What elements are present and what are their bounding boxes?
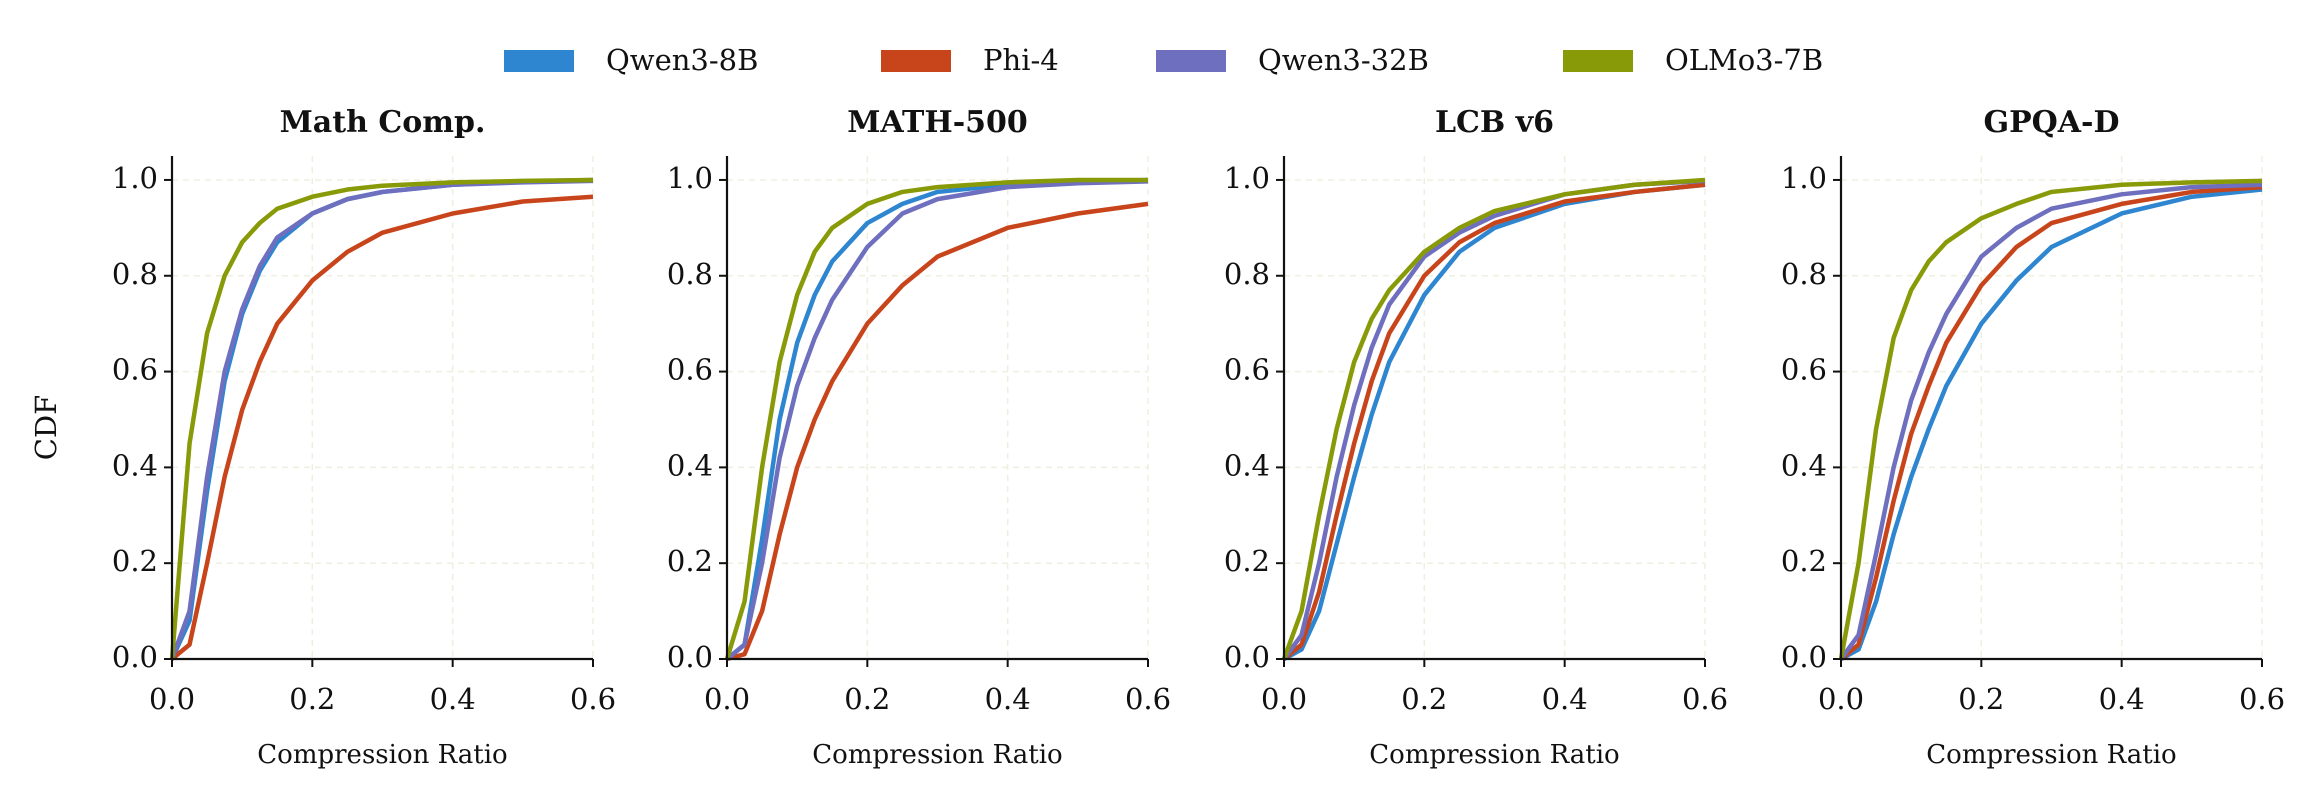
- x-axis-label: Compression Ratio: [812, 740, 1062, 770]
- x-axis-label: Compression Ratio: [1369, 740, 1619, 770]
- x-tick-label: 0.4: [430, 682, 476, 716]
- x-tick-label: 0.6: [1682, 682, 1728, 716]
- y-tick-label: 0.6: [1781, 353, 1827, 387]
- legend-swatch: [504, 50, 574, 72]
- y-tick-label: 0.2: [1781, 544, 1827, 578]
- cdf-line: [1839, 182, 2263, 661]
- y-tick-label: 0.0: [667, 640, 713, 674]
- y-tick-label: 0.0: [112, 640, 158, 674]
- cdf-line: [170, 194, 594, 661]
- cdf-line: [1281, 177, 1706, 660]
- x-tick-label: 0.4: [1542, 682, 1588, 716]
- legend-swatch: [881, 50, 951, 72]
- x-tick-label: 0.0: [1818, 682, 1864, 716]
- y-tick-label: 0.6: [1224, 353, 1270, 387]
- cdf-line: [726, 201, 1149, 662]
- y-tick-label: 0.2: [1224, 544, 1270, 578]
- y-tick-label: 0.4: [1224, 448, 1270, 482]
- chart-title: MATH-500: [847, 105, 1028, 140]
- x-tick-label: 0.2: [844, 682, 890, 716]
- legend-swatch: [1563, 50, 1633, 72]
- cdf-line: [1282, 182, 1706, 661]
- cdf-line: [1282, 182, 1706, 661]
- y-tick-label: 0.4: [112, 448, 158, 482]
- chart-title: GPQA-D: [1983, 105, 2119, 140]
- x-axis-label: Compression Ratio: [1926, 740, 2176, 770]
- x-tick-label: 0.2: [1401, 682, 1447, 716]
- x-tick-label: 0.0: [704, 682, 750, 716]
- y-tick-label: 0.0: [1224, 640, 1270, 674]
- legend-label: Qwen3-8B: [606, 43, 758, 77]
- legend-swatch: [1156, 50, 1226, 72]
- cdf-line: [169, 178, 594, 660]
- x-tick-label: 0.6: [2239, 682, 2285, 716]
- y-tick-label: 0.8: [667, 257, 713, 291]
- cdf-line: [724, 177, 1148, 660]
- y-tick-label: 1.0: [112, 161, 158, 195]
- x-tick-label: 0.0: [149, 682, 195, 716]
- y-tick-label: 0.4: [1781, 448, 1827, 482]
- cdf-line: [169, 177, 594, 660]
- x-axis-label: Compression Ratio: [257, 740, 507, 770]
- cdf-line: [1839, 187, 2263, 661]
- y-tick-label: 0.8: [112, 257, 158, 291]
- cdf-line: [725, 179, 1149, 661]
- chart-title: Math Comp.: [280, 105, 486, 140]
- legend-label: Phi-4: [983, 43, 1059, 77]
- y-tick-label: 0.2: [112, 544, 158, 578]
- y-tick-label: 0.2: [667, 544, 713, 578]
- y-tick-label: 1.0: [1224, 161, 1270, 195]
- x-tick-label: 0.0: [1261, 682, 1307, 716]
- y-tick-label: 0.0: [1781, 640, 1827, 674]
- y-tick-label: 0.8: [1781, 257, 1827, 291]
- y-tick-label: 0.8: [1224, 257, 1270, 291]
- chart-title: LCB v6: [1435, 105, 1554, 140]
- cdf-line: [725, 177, 1149, 661]
- legend-label: OLMo3-7B: [1665, 43, 1823, 77]
- x-tick-label: 0.2: [289, 682, 335, 716]
- legend-label: Qwen3-32B: [1258, 43, 1429, 77]
- y-tick-label: 0.6: [112, 353, 158, 387]
- x-tick-label: 0.4: [985, 682, 1031, 716]
- x-tick-label: 0.6: [1125, 682, 1171, 716]
- x-tick-label: 0.6: [570, 682, 616, 716]
- cdf-line: [1838, 178, 2263, 660]
- cdf-line: [1282, 178, 1706, 661]
- x-tick-label: 0.4: [2099, 682, 2145, 716]
- y-axis-label: CDF: [29, 395, 63, 461]
- x-tick-label: 0.2: [1958, 682, 2004, 716]
- y-tick-label: 0.6: [667, 353, 713, 387]
- y-tick-label: 0.4: [667, 448, 713, 482]
- y-tick-label: 1.0: [1781, 161, 1827, 195]
- y-tick-label: 1.0: [667, 161, 713, 195]
- cdf-line: [1839, 184, 2263, 661]
